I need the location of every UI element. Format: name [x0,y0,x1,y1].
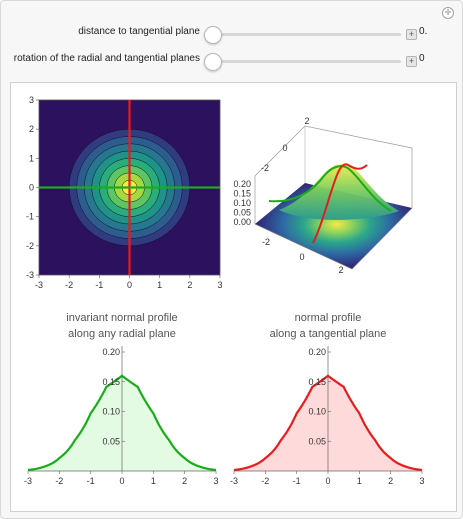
profile-x-tick-label: 1 [151,476,156,486]
distance-control: distance to tangential plane + 0. [1,24,463,44]
rotation-control: rotation of the radial and tangential pl… [1,51,463,71]
contour-x-tick-label: 0 [127,280,132,290]
distance-slider-thumb[interactable] [204,26,222,44]
contour-x-tick-label: -2 [65,280,73,290]
contour-y-tick-label: -1 [26,212,34,222]
distance-expand-icon[interactable]: + [406,29,417,40]
profile-title-line: normal profile [295,312,362,324]
profile-x-tick-label: 1 [357,476,362,486]
plots-canvas: -3 -2 -1 0 1 2 3 3 2 1 0 -1 -2 -3 [24,95,425,486]
profile-x-tick-label: -1 [293,476,301,486]
profile-x-tick-label: 2 [388,476,393,486]
surface-x-tick-label: -2 [262,237,270,247]
profile-x-tick-label: -3 [230,476,238,486]
distance-value: 0. [419,26,428,37]
rotation-label: rotation of the radial and tangential pl… [13,53,200,64]
contour-y-tick-label: 3 [29,95,34,105]
profile-y-tick-label: 0.15 [308,377,326,387]
profile-y-tick-label: 0.10 [308,407,326,417]
rotation-slider-track[interactable] [205,60,401,63]
output-panel: -3 -2 -1 0 1 2 3 3 2 1 0 -1 -2 -3 [10,82,457,512]
surface-z-tick-label: 0.20 [233,179,251,189]
profile-x-tick-label: 0 [325,476,330,486]
reset-icon[interactable]: ✛ [442,7,454,19]
surface-z-tick-label: 0.00 [233,217,251,227]
surface-back-tick-label: -2 [261,163,269,173]
surface-plot: 0.200.150.100.050.00 -2 0 2 2 0 -2 [233,116,413,275]
profile-x-tick-label: -3 [24,476,32,486]
surface-peak [279,163,399,220]
surface-back-tick-label: 0 [282,143,287,153]
profile-title-line: along a tangential plane [270,328,387,340]
contour-x-tick-label: 1 [157,280,162,290]
contour-x-tick-label: -3 [35,280,43,290]
contour-x-tick-label: 2 [187,280,192,290]
profile-y-tick-label: 0.20 [102,347,120,357]
profile-x-tick-label: 3 [213,476,218,486]
surface-tangential-curve [268,165,392,212]
profile-x-tick-label: -2 [261,476,269,486]
box-front-edges [254,207,413,270]
contour-y-tick-label: 1 [29,153,34,163]
profile-title-line: invariant normal profile [66,312,177,324]
surface-z-tick-label: 0.10 [233,198,251,208]
surface-z-tick-label: 0.05 [233,208,251,218]
rotation-expand-icon[interactable]: + [406,56,417,67]
surface-x-tick-label: 2 [338,265,343,275]
surface-back-tick-label: 2 [304,116,309,126]
rotation-value: 0 [419,53,425,64]
surface-radial-curve [312,163,368,244]
distance-label: distance to tangential plane [78,26,200,37]
profile-y-tick-label: 0.05 [308,436,326,446]
profile-x-tick-label: -2 [55,476,63,486]
tangential-profile-plot: normal profile along a tangential plane -3… [230,312,425,486]
profile-y-tick-label: 0.15 [102,377,120,387]
contour-x-tick-label: 3 [217,280,222,290]
contour-y-tick-label: -2 [26,241,34,251]
contour-plot: -3 -2 -1 0 1 2 3 3 2 1 0 -1 -2 -3 [26,95,223,290]
radial-profile-plot: invariant normal profile along any radial… [24,312,219,486]
profile-y-tick-label: 0.05 [102,436,120,446]
profile-x-tick-label: 0 [119,476,124,486]
distance-slider-track[interactable] [205,33,401,36]
profile-x-tick-label: 3 [419,476,424,486]
contour-y-tick-label: -3 [26,270,34,280]
profile-x-tick-label: -1 [87,476,95,486]
contour-x-tick-label: -1 [95,280,103,290]
profile-y-tick-label: 0.20 [308,347,326,357]
rotation-slider-thumb[interactable] [204,53,222,71]
contour-y-tick-label: 2 [29,124,34,134]
surface-z-tick-label: 0.15 [233,189,251,199]
profile-x-tick-label: 2 [182,476,187,486]
profile-title-line: along any radial plane [68,328,176,340]
profile-y-tick-label: 0.10 [102,407,120,417]
surface-x-tick-label: 0 [299,252,304,262]
contour-y-tick-label: 0 [29,183,34,193]
